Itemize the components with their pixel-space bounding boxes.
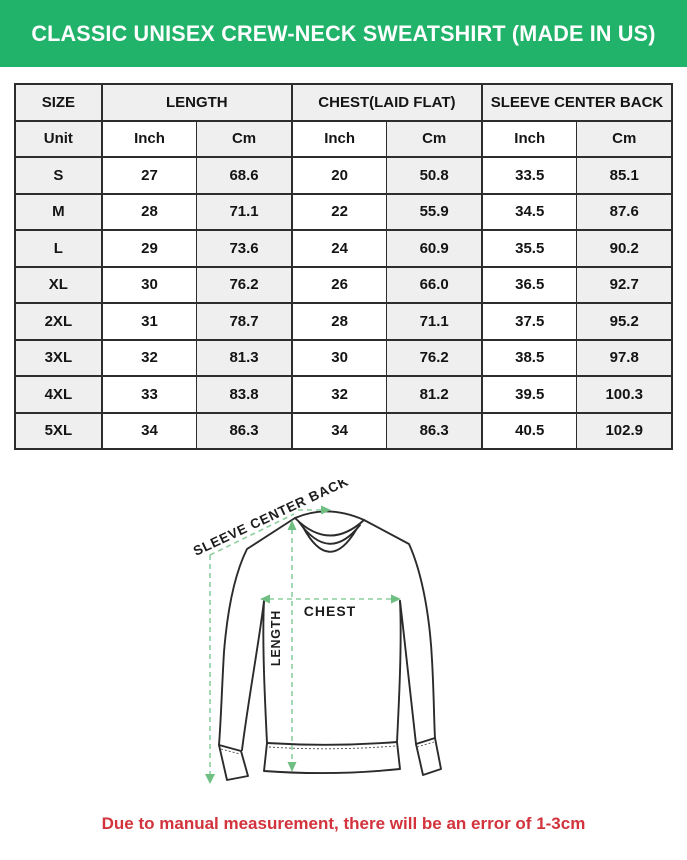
sleeve-center-back-label: SLEEVE CENTER BACK (190, 480, 350, 559)
cell-value: 95.2 (576, 302, 673, 341)
unit-cm: Cm (576, 119, 673, 158)
stitch-lines (220, 741, 434, 755)
arrowheads (204, 505, 401, 784)
cell-value: 92.7 (576, 265, 673, 304)
unit-cm: Cm (386, 119, 483, 158)
unit-header-row: Unit Inch Cm Inch Cm Inch Cm (14, 119, 673, 158)
cell-value: 32 (290, 375, 388, 414)
sweatshirt-outline (217, 510, 442, 781)
cell-value: 31 (100, 302, 198, 341)
arrowhead-right-icon (390, 594, 401, 604)
cell-value: 22 (290, 192, 388, 231)
cell-value: 86.3 (386, 411, 483, 450)
cell-value: 90.2 (576, 229, 673, 268)
col-header-sleeve: SLEEVE CENTER BACK (480, 83, 673, 122)
unit-inch: Inch (480, 119, 578, 158)
chest-label: CHEST (303, 603, 355, 619)
arrowhead-down-icon (287, 762, 296, 772)
cell-value: 38.5 (480, 338, 578, 377)
col-header-length: LENGTH (100, 83, 293, 122)
measurement-lines (208, 509, 392, 774)
table-row-2xl: 2XL 31 78.7 28 71.1 37.5 95.2 (14, 302, 673, 341)
cell-value: 27 (100, 156, 198, 195)
cell-value: 87.6 (576, 192, 673, 231)
size-label: 3XL (14, 338, 103, 377)
cell-value: 30 (290, 338, 388, 377)
cell-value: 40.5 (480, 411, 578, 450)
cell-value: 32 (100, 338, 198, 377)
sweatshirt-measurement-diagram: SLEEVE CENTER BACK CHEST LENGTH (144, 480, 544, 810)
table-row-3xl: 3XL 32 81.3 30 76.2 38.5 97.8 (14, 338, 673, 377)
cell-value: 30 (100, 265, 198, 304)
cell-value: 28 (290, 302, 388, 341)
cell-value: 68.6 (196, 156, 293, 195)
table-row-xl: XL 30 76.2 26 66.0 36.5 92.7 (14, 265, 673, 304)
measurement-disclaimer: Due to manual measurement, there will be… (101, 814, 586, 833)
cell-value: 81.2 (386, 375, 483, 414)
title-banner: CLASSIC UNISEX CREW-NECK SWEATSHIRT (MAD… (0, 0, 687, 67)
arrowhead-down-icon (204, 774, 215, 784)
cell-value: 71.1 (196, 192, 293, 231)
cell-value: 76.2 (386, 338, 483, 377)
table-row-4xl: 4XL 33 83.8 32 81.2 39.5 100.3 (14, 375, 673, 414)
cell-value: 73.6 (196, 229, 293, 268)
cell-value: 76.2 (196, 265, 293, 304)
size-label: 2XL (14, 302, 103, 341)
cell-value: 26 (290, 265, 388, 304)
cell-value: 24 (290, 229, 388, 268)
cell-value: 86.3 (196, 411, 293, 450)
table-row-m: M 28 71.1 22 55.9 34.5 87.6 (14, 192, 673, 231)
size-chart-table: SIZE LENGTH CHEST(LAID FLAT) SLEEVE CENT… (14, 83, 673, 450)
cell-value: 34.5 (480, 192, 578, 231)
cell-value: 34 (100, 411, 198, 450)
size-label: 4XL (14, 375, 103, 414)
col-header-size: SIZE (14, 83, 103, 122)
size-label: M (14, 192, 103, 231)
cell-value: 83.8 (196, 375, 293, 414)
cell-value: 37.5 (480, 302, 578, 341)
cell-value: 29 (100, 229, 198, 268)
cell-value: 78.7 (196, 302, 293, 341)
cell-value: 50.8 (386, 156, 483, 195)
size-label: 5XL (14, 411, 103, 450)
cell-value: 20 (290, 156, 388, 195)
page-title: CLASSIC UNISEX CREW-NECK SWEATSHIRT (MAD… (31, 20, 656, 46)
length-label: LENGTH (269, 610, 283, 666)
unit-inch: Inch (100, 119, 198, 158)
cell-value: 33.5 (480, 156, 578, 195)
cell-value: 55.9 (386, 192, 483, 231)
cell-value: 81.3 (196, 338, 293, 377)
sleeve-diagonal-line (209, 513, 294, 556)
cell-value: 39.5 (480, 375, 578, 414)
cell-value: 100.3 (576, 375, 673, 414)
arrowhead-left-icon (259, 594, 270, 604)
size-label: XL (14, 265, 103, 304)
cell-value: 71.1 (386, 302, 483, 341)
table-row-l: L 29 73.6 24 60.9 35.5 90.2 (14, 229, 673, 268)
size-label: S (14, 156, 103, 195)
sweatshirt-line-art: SLEEVE CENTER BACK CHEST LENGTH (190, 480, 442, 784)
arrowhead-right-icon (320, 505, 331, 515)
cell-value: 66.0 (386, 265, 483, 304)
table-row-5xl: 5XL 34 86.3 34 86.3 40.5 102.9 (14, 411, 673, 450)
cell-value: 35.5 (480, 229, 578, 268)
table-row-s: S 27 68.6 20 50.8 33.5 85.1 (14, 156, 673, 195)
unit-label: Unit (14, 119, 103, 158)
cell-value: 60.9 (386, 229, 483, 268)
unit-cm: Cm (196, 119, 293, 158)
arrowhead-up-icon (287, 520, 296, 530)
cell-value: 97.8 (576, 338, 673, 377)
cell-value: 85.1 (576, 156, 673, 195)
size-label: L (14, 229, 103, 268)
cell-value: 33 (100, 375, 198, 414)
cell-value: 102.9 (576, 411, 673, 450)
unit-inch: Inch (290, 119, 388, 158)
cell-value: 34 (290, 411, 388, 450)
group-header-row: SIZE LENGTH CHEST(LAID FLAT) SLEEVE CENT… (14, 83, 673, 122)
cell-value: 28 (100, 192, 198, 231)
cell-value: 36.5 (480, 265, 578, 304)
col-header-chest: CHEST(LAID FLAT) (290, 83, 483, 122)
